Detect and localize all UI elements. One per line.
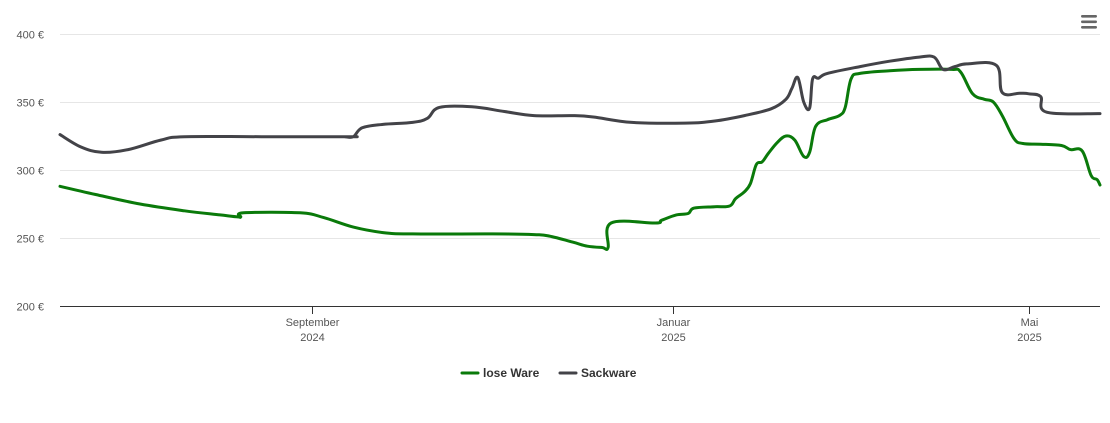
- y-axis-labels: 200 € 250 € 300 € 350 € 400 €: [16, 30, 44, 314]
- series-line-lose-ware: [58, 67, 1102, 252]
- y-tick-label: 300 €: [16, 166, 44, 178]
- legend-label: Sackware: [581, 366, 637, 380]
- x-tick-year: 2024: [300, 332, 324, 344]
- legend-item-lose-ware[interactable]: lose Ware: [460, 366, 540, 380]
- chart-menu-button[interactable]: [1080, 14, 1098, 30]
- x-tick-year: 2025: [1017, 332, 1041, 344]
- legend: lose Ware Sackware: [460, 366, 637, 380]
- legend-label: lose Ware: [483, 366, 540, 380]
- series-layer: [58, 54, 1102, 252]
- y-tick-label: 350 €: [16, 98, 44, 110]
- x-tick-month: Mai: [1021, 317, 1039, 329]
- x-tick-year: 2025: [661, 332, 685, 344]
- x-axis-ticks: September 2024 Januar 2025 Mai 2025: [286, 306, 1042, 344]
- y-tick-label: 200 €: [16, 302, 44, 314]
- x-tick-month: September: [286, 317, 340, 329]
- y-tick-label: 400 €: [16, 30, 44, 42]
- legend-item-sackware[interactable]: Sackware: [558, 366, 637, 380]
- x-tick-month: Januar: [657, 317, 691, 329]
- grid-lines: [60, 34, 1100, 239]
- series-line-sackware: [58, 54, 1102, 154]
- hamburger-menu-icon: [1081, 15, 1097, 29]
- y-tick-label: 250 €: [16, 234, 44, 246]
